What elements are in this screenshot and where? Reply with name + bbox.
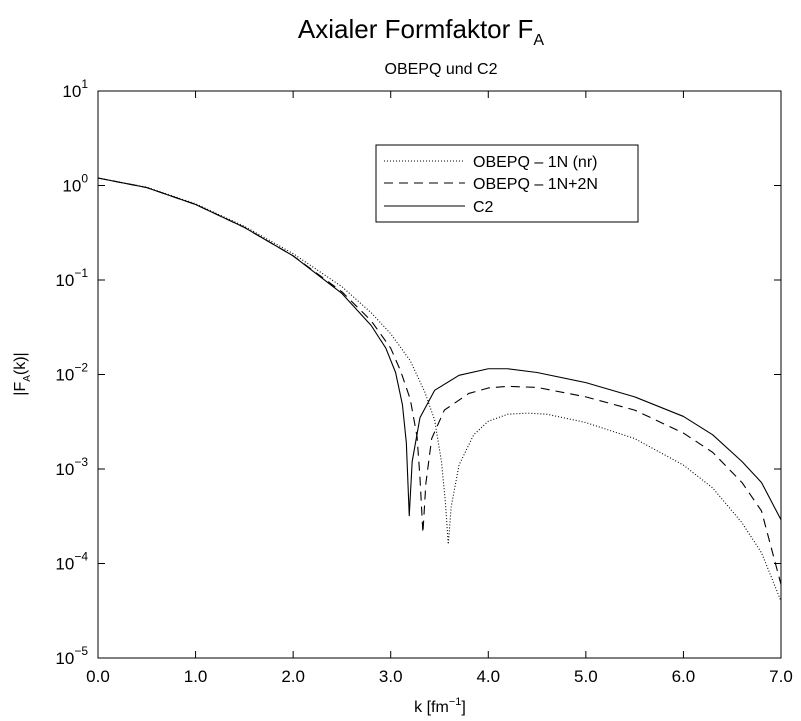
legend-label-2: OBEPQ – 1N+2N [473,176,598,193]
y-tick-label: 101 [62,77,88,101]
series-group [97,177,782,602]
x-tick-label: 5.0 [574,667,598,686]
x-tick-label: 7.0 [769,667,793,686]
y-tick-label: 10−2 [55,361,88,385]
x-tick-label: 0.0 [86,667,110,686]
chart-subtitle: OBEPQ und C2 [385,61,498,78]
x-tick-label: 3.0 [379,667,403,686]
legend-label-1: OBEPQ – 1N (nr) [473,154,597,171]
series-line-dotted [97,177,782,602]
chart-title: Axialer Formfaktor FA [298,14,545,49]
series-line-solid [97,177,782,521]
x-tick-label: 2.0 [281,667,305,686]
y-tick-label: 10−1 [55,266,88,290]
x-tick-label: 1.0 [184,667,208,686]
legend-label-3: C2 [473,199,494,216]
x-tick-label: 6.0 [672,667,696,686]
y-tick-label: 10−4 [55,550,88,574]
y-tick-label: 10−3 [55,455,88,479]
y-ticks: 101 100 10−1 10−2 10−3 10−4 10−5 [55,77,781,668]
series-line-dashed [97,177,782,585]
y-tick-label: 10−5 [55,644,88,668]
y-tick-label: 100 [62,172,88,196]
x-axis-label: k [fm−1] [414,696,466,716]
x-tick-label: 4.0 [476,667,500,686]
legend: OBEPQ – 1N (nr) OBEPQ – 1N+2N C2 [375,144,639,223]
x-ticks: 0.0 1.0 2.0 3.0 4.0 5.0 6.0 7.0 [86,91,793,686]
y-axis-label: |FA(k)| [12,352,33,395]
